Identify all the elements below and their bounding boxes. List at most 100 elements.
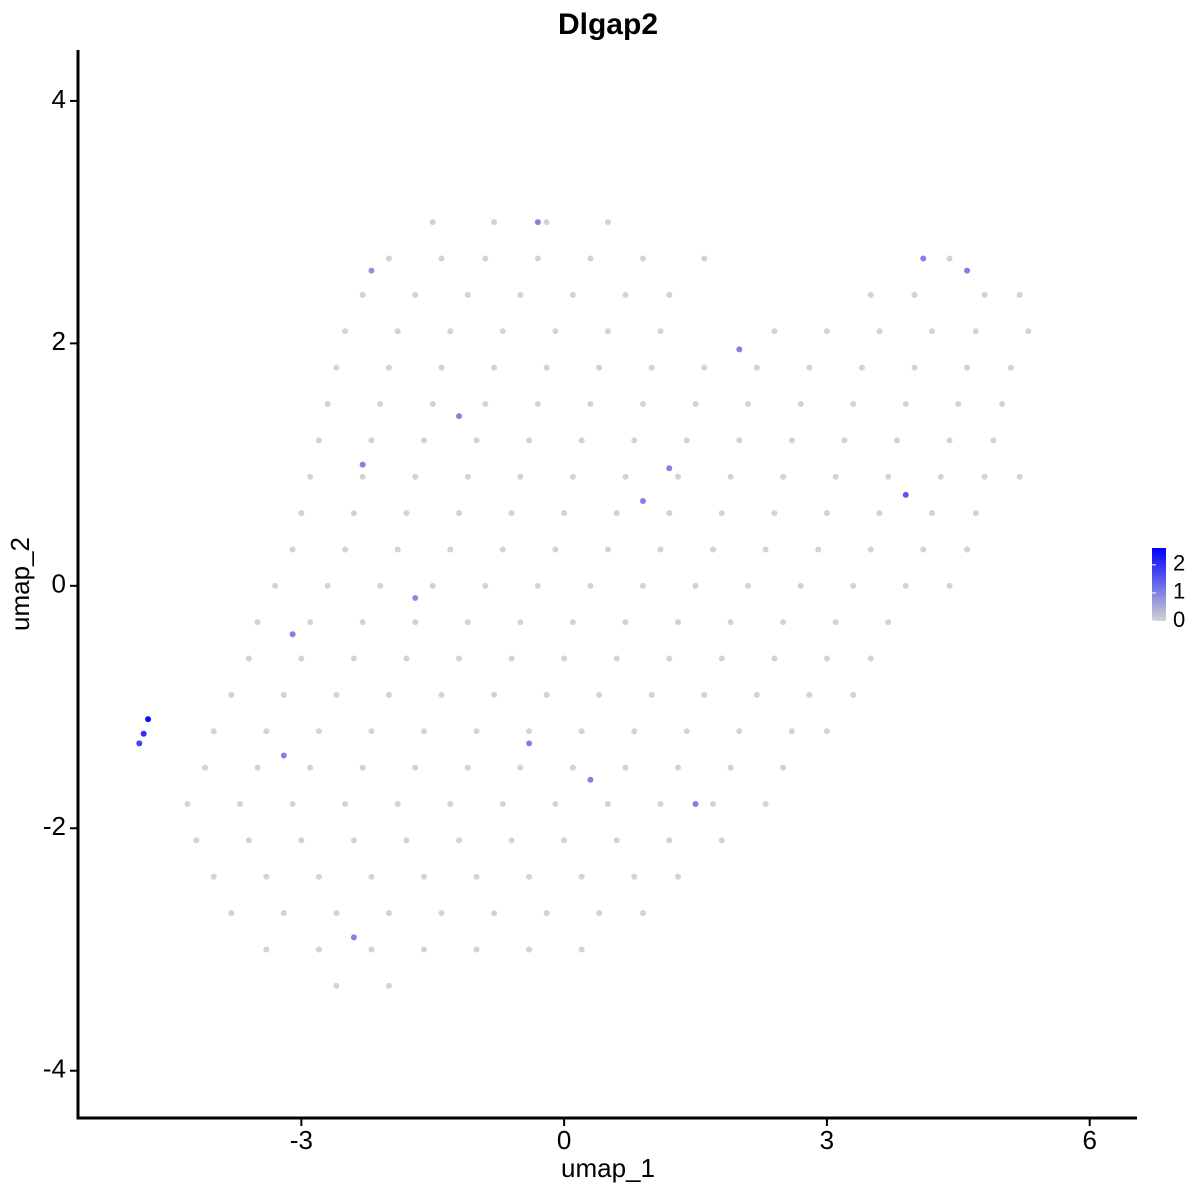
point (245, 655, 252, 662)
point (534, 400, 541, 407)
point (639, 582, 646, 589)
point (569, 291, 576, 298)
point (718, 837, 725, 844)
point (736, 728, 743, 735)
point (438, 691, 445, 698)
point (543, 364, 550, 371)
point (534, 219, 541, 226)
point (438, 364, 445, 371)
point (815, 546, 822, 553)
point (447, 801, 454, 808)
point (613, 837, 620, 844)
point (639, 910, 646, 917)
point (569, 473, 576, 480)
point (193, 837, 200, 844)
point (210, 728, 217, 735)
point (289, 546, 296, 553)
point (333, 910, 340, 917)
point (289, 801, 296, 808)
point (876, 510, 883, 517)
point (604, 328, 611, 335)
point (806, 364, 813, 371)
point (999, 400, 1006, 407)
point (403, 655, 410, 662)
point (499, 801, 506, 808)
point (499, 328, 506, 335)
point (394, 801, 401, 808)
point (456, 655, 463, 662)
point (964, 267, 971, 274)
point (140, 730, 147, 737)
point (543, 691, 550, 698)
point (587, 582, 594, 589)
point (578, 946, 585, 953)
point (210, 873, 217, 880)
point (604, 219, 611, 226)
point (359, 291, 366, 298)
point (885, 473, 892, 480)
point (534, 582, 541, 589)
point (692, 400, 699, 407)
point (675, 873, 682, 880)
point (552, 546, 559, 553)
point (902, 400, 909, 407)
point (263, 946, 270, 953)
point (762, 546, 769, 553)
point (263, 728, 270, 735)
point (631, 437, 638, 444)
point (788, 728, 795, 735)
point (727, 764, 734, 771)
point (780, 764, 787, 771)
point (806, 691, 813, 698)
point (464, 473, 471, 480)
point (368, 873, 375, 880)
point (850, 582, 857, 589)
point (342, 546, 349, 553)
point (464, 291, 471, 298)
point (613, 655, 620, 662)
point (482, 400, 489, 407)
point (587, 776, 594, 783)
point (517, 291, 524, 298)
point (184, 801, 191, 808)
point (333, 691, 340, 698)
point (377, 582, 384, 589)
point (429, 219, 436, 226)
point (464, 764, 471, 771)
point (692, 801, 699, 808)
point (517, 619, 524, 626)
point (228, 910, 235, 917)
point (596, 910, 603, 917)
point (298, 837, 305, 844)
point (385, 364, 392, 371)
point (569, 764, 576, 771)
point (596, 364, 603, 371)
point (289, 631, 296, 638)
point (902, 582, 909, 589)
point (350, 655, 357, 662)
point (981, 473, 988, 480)
point (368, 728, 375, 735)
point (753, 364, 760, 371)
point (578, 437, 585, 444)
point (350, 510, 357, 517)
point (622, 291, 629, 298)
point (456, 510, 463, 517)
y-tick-label: 2 (52, 326, 66, 356)
point (202, 764, 209, 771)
point (587, 255, 594, 262)
x-axis-label: umap_1 (561, 1153, 655, 1183)
point (604, 801, 611, 808)
point (245, 837, 252, 844)
point (797, 400, 804, 407)
point (727, 619, 734, 626)
point (368, 267, 375, 274)
chart-title: Dlgap2 (558, 8, 658, 41)
point (929, 510, 936, 517)
point (315, 946, 322, 953)
point (964, 546, 971, 553)
point (438, 255, 445, 262)
point (762, 801, 769, 808)
point (438, 910, 445, 917)
